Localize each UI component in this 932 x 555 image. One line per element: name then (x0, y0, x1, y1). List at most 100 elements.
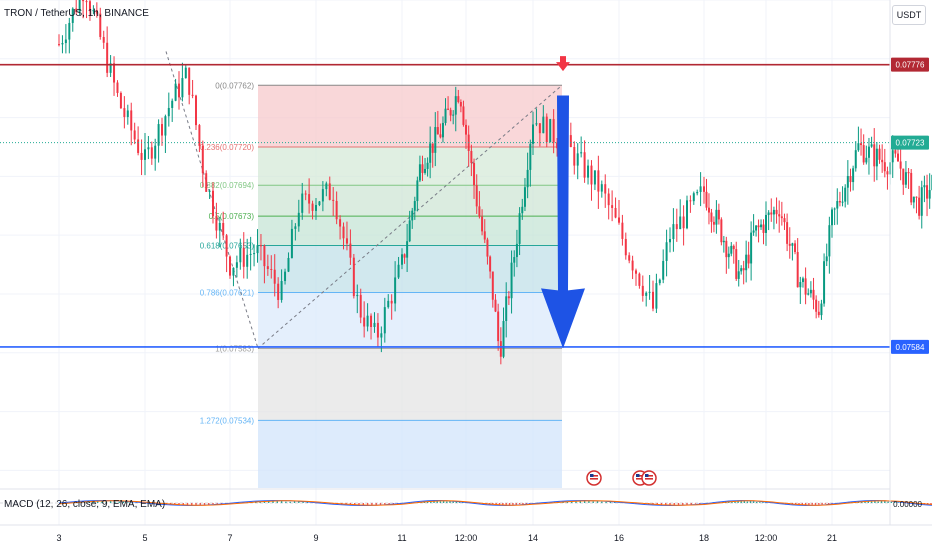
candle-body (526, 169, 529, 188)
candle-body (669, 239, 671, 243)
candle-body (311, 203, 314, 211)
candle-body (287, 257, 290, 272)
candle (542, 105, 545, 134)
fib-zone (258, 85, 562, 147)
candle (641, 275, 644, 302)
candle-body (593, 170, 596, 185)
candle (113, 56, 116, 96)
candle-body (652, 291, 654, 309)
candle-body (494, 299, 497, 312)
candle (499, 327, 502, 365)
level-lines[interactable]: 0.07776 0.07723 0.07584 (0, 57, 929, 354)
candle-body (454, 96, 457, 115)
current-price-badge (891, 135, 929, 150)
macd-value-label: 0.00000 (893, 500, 922, 509)
candle-body (106, 42, 109, 73)
candle-body (380, 333, 383, 338)
candle-body (304, 193, 307, 195)
candle (915, 196, 918, 214)
candle (679, 199, 682, 230)
candle (195, 94, 197, 131)
candle (722, 236, 725, 253)
candle-body (256, 245, 259, 254)
candle (439, 123, 442, 139)
peak-marker-icon[interactable] (556, 56, 570, 72)
candle-body (242, 247, 245, 267)
candle (918, 185, 921, 220)
candle-body (648, 291, 651, 293)
candle-body (710, 212, 713, 222)
candle (521, 198, 524, 220)
economic-event-flag-icon[interactable] (641, 470, 657, 486)
economic-event-flag-icon[interactable] (586, 470, 602, 486)
candle-body (436, 127, 439, 135)
candle-body (580, 152, 583, 154)
candle (390, 294, 393, 320)
candle-body (102, 36, 105, 43)
candle (780, 201, 783, 226)
fibonacci-retracement[interactable]: 0(0.07762) 0.236(0.07720) 0.382(0.07694) 0.… (165, 51, 563, 488)
candle (88, 0, 91, 21)
candle-body (852, 168, 855, 183)
candle-body (335, 200, 338, 220)
candle (737, 259, 740, 287)
x-tick-label: 3 (56, 533, 61, 543)
candle (383, 297, 386, 343)
candle-body (770, 212, 773, 215)
candle-body (545, 116, 548, 143)
x-tick-label: 18 (699, 533, 709, 543)
candle (403, 253, 406, 264)
candle (61, 35, 64, 54)
candle-body (99, 13, 102, 37)
candle (662, 249, 665, 284)
candle (167, 92, 170, 127)
candle (99, 7, 102, 40)
axes: 3 5 7 9 11 12:00 14 16 18 12:00 21 (0, 0, 932, 543)
candle (339, 215, 342, 240)
candle (614, 197, 617, 219)
candle (449, 107, 452, 122)
candle (75, 0, 78, 15)
candle-body (812, 289, 815, 300)
candle-body (352, 257, 355, 297)
candle (770, 198, 773, 222)
candle-body (807, 293, 810, 295)
down-arrow-annotation[interactable] (541, 56, 585, 349)
candle-body (875, 148, 878, 167)
candle-body (542, 116, 545, 134)
candle-body (113, 63, 116, 83)
currency-button[interactable]: USDT (892, 5, 926, 25)
candle (812, 277, 815, 310)
candle (794, 240, 797, 255)
candle (699, 172, 702, 207)
candle (356, 284, 359, 314)
candle (593, 170, 596, 191)
candle (689, 195, 692, 213)
candle (772, 206, 775, 230)
candle (270, 255, 273, 279)
candle (791, 242, 794, 261)
candle-body (147, 147, 150, 150)
candle (352, 253, 355, 299)
candle-body (583, 152, 586, 178)
x-tick-label: 11 (397, 533, 406, 543)
down-arrow-icon[interactable] (541, 95, 585, 349)
candle (249, 236, 252, 271)
candle-body (497, 311, 500, 342)
candle-body (429, 143, 432, 163)
candle-body (689, 200, 692, 202)
candle (181, 62, 184, 102)
candle (287, 252, 290, 273)
candle-body (215, 216, 218, 231)
event-markers[interactable] (586, 470, 657, 486)
candle-body (836, 201, 839, 209)
candle (757, 219, 760, 243)
candle (119, 91, 122, 109)
candle (682, 205, 685, 246)
candle (418, 155, 421, 183)
candle-body (915, 196, 918, 198)
candle-body (679, 216, 682, 230)
candle-body (794, 243, 797, 253)
